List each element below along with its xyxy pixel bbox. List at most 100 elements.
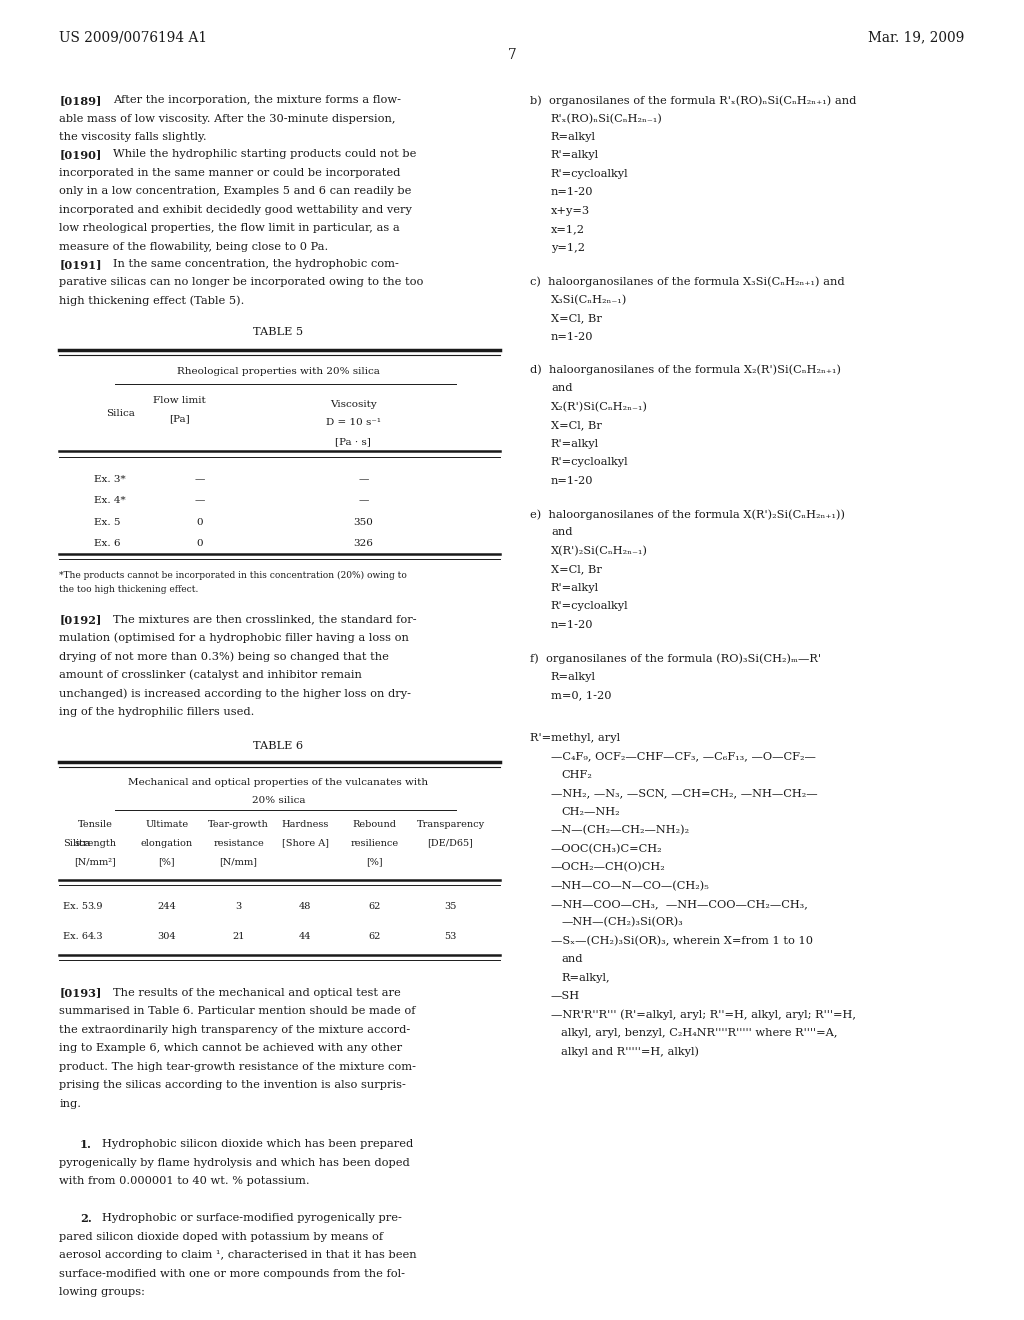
Text: 326: 326 [353, 539, 374, 548]
Text: Ex. 6: Ex. 6 [94, 539, 121, 548]
Text: the viscosity falls slightly.: the viscosity falls slightly. [59, 132, 207, 143]
Text: mulation (optimised for a hydrophobic filler having a loss on: mulation (optimised for a hydrophobic fi… [59, 632, 410, 643]
Text: —N—(CH₂—CH₂—NH₂)₂: —N—(CH₂—CH₂—NH₂)₂ [551, 825, 690, 836]
Text: —NH—CO—N—CO—(CH₂)₅: —NH—CO—N—CO—(CH₂)₅ [551, 880, 710, 891]
Text: summarised in Table 6. Particular mention should be made of: summarised in Table 6. Particular mentio… [59, 1006, 416, 1016]
Text: R'=methyl, aryl: R'=methyl, aryl [530, 733, 621, 743]
Text: After the incorporation, the mixture forms a flow-: After the incorporation, the mixture for… [113, 95, 400, 106]
Text: 20% silica: 20% silica [252, 796, 305, 805]
Text: Ultimate: Ultimate [145, 820, 188, 829]
Text: parative silicas can no longer be incorporated owing to the too: parative silicas can no longer be incorp… [59, 277, 424, 288]
Text: resilience: resilience [351, 838, 398, 847]
Text: high thickening effect (Table 5).: high thickening effect (Table 5). [59, 296, 245, 306]
Text: [DE/D65]: [DE/D65] [428, 838, 473, 847]
Text: ing.: ing. [59, 1098, 81, 1109]
Text: In the same concentration, the hydrophobic com-: In the same concentration, the hydrophob… [113, 259, 398, 269]
Text: low rheological properties, the flow limit in particular, as a: low rheological properties, the flow lim… [59, 223, 400, 234]
Text: ing to Example 6, which cannot be achieved with any other: ing to Example 6, which cannot be achiev… [59, 1043, 402, 1053]
Text: Rheological properties with 20% silica: Rheological properties with 20% silica [177, 367, 380, 376]
Text: X=Cl, Br: X=Cl, Br [551, 420, 602, 430]
Text: and: and [551, 383, 572, 393]
Text: Ex. 5: Ex. 5 [94, 517, 121, 527]
Text: R'=cycloalkyl: R'=cycloalkyl [551, 602, 629, 611]
Text: 62: 62 [369, 902, 381, 911]
Text: strength: strength [74, 838, 117, 847]
Text: X(R')₂Si(CₙH₂ₙ₋₁): X(R')₂Si(CₙH₂ₙ₋₁) [551, 546, 648, 556]
Text: The mixtures are then crosslinked, the standard for-: The mixtures are then crosslinked, the s… [113, 614, 417, 624]
Text: R'=alkyl: R'=alkyl [551, 583, 599, 593]
Text: Ex. 6: Ex. 6 [63, 932, 88, 941]
Text: [N/mm²]: [N/mm²] [75, 857, 116, 866]
Text: Tensile: Tensile [78, 820, 113, 829]
Text: product. The high tear-growth resistance of the mixture com-: product. The high tear-growth resistance… [59, 1061, 417, 1072]
Text: alkyl, aryl, benzyl, C₂H₄NR''''R''''' where R''''=A,: alkyl, aryl, benzyl, C₂H₄NR''''R''''' wh… [561, 1028, 838, 1039]
Text: X₃Si(CₙH₂ₙ₋₁): X₃Si(CₙH₂ₙ₋₁) [551, 294, 628, 305]
Text: f)  organosilanes of the formula (RO)₃Si(CH₂)ₘ—R': f) organosilanes of the formula (RO)₃Si(… [530, 653, 821, 664]
Text: TABLE 6: TABLE 6 [254, 741, 303, 751]
Text: —: — [195, 475, 205, 484]
Text: X₂(R')Si(CₙH₂ₙ₋₁): X₂(R')Si(CₙH₂ₙ₋₁) [551, 401, 648, 412]
Text: lowing groups:: lowing groups: [59, 1287, 145, 1298]
Text: R'=cycloalkyl: R'=cycloalkyl [551, 457, 629, 467]
Text: The results of the mechanical and optical test are: The results of the mechanical and optica… [113, 987, 400, 998]
Text: X=Cl, Br: X=Cl, Br [551, 313, 602, 323]
Text: Flow limit: Flow limit [153, 396, 206, 405]
Text: 62: 62 [369, 932, 381, 941]
Text: Mechanical and optical properties of the vulcanates with: Mechanical and optical properties of the… [128, 777, 429, 787]
Text: aerosol according to claim ¹, characterised in that it has been: aerosol according to claim ¹, characteri… [59, 1250, 417, 1261]
Text: [%]: [%] [159, 857, 175, 866]
Text: R=alkyl: R=alkyl [551, 672, 596, 681]
Text: Rebound: Rebound [353, 820, 396, 829]
Text: —Sₓ—(CH₂)₃Si(OR)₃, wherein X=from 1 to 10: —Sₓ—(CH₂)₃Si(OR)₃, wherein X=from 1 to 1… [551, 936, 813, 946]
Text: Silica: Silica [63, 838, 91, 847]
Text: e)  haloorganosilanes of the formula X(R')₂Si(CₙH₂ₙ₊₁)): e) haloorganosilanes of the formula X(R'… [530, 510, 846, 520]
Text: [Pa]: [Pa] [169, 414, 189, 424]
Text: [0189]: [0189] [59, 95, 101, 106]
Text: —: — [358, 496, 369, 506]
Text: R'ₓ(RO)ₙSi(CₙH₂ₙ₋₁): R'ₓ(RO)ₙSi(CₙH₂ₙ₋₁) [551, 114, 663, 124]
Text: the extraordinarily high transparency of the mixture accord-: the extraordinarily high transparency of… [59, 1024, 411, 1035]
Text: 244: 244 [158, 902, 176, 911]
Text: R'=alkyl: R'=alkyl [551, 438, 599, 449]
Text: x=1,2: x=1,2 [551, 224, 585, 235]
Text: [N/mm]: [N/mm] [219, 857, 258, 866]
Text: 4.3: 4.3 [87, 932, 103, 941]
Text: —NH₂, —N₃, —SCN, —CH=CH₂, —NH—CH₂—: —NH₂, —N₃, —SCN, —CH=CH₂, —NH—CH₂— [551, 788, 817, 799]
Text: amount of crosslinker (catalyst and inhibitor remain: amount of crosslinker (catalyst and inhi… [59, 669, 362, 680]
Text: n=1-20: n=1-20 [551, 620, 594, 630]
Text: 35: 35 [444, 902, 457, 911]
Text: CH₂—NH₂: CH₂—NH₂ [561, 807, 620, 817]
Text: n=1-20: n=1-20 [551, 187, 594, 198]
Text: [0190]: [0190] [59, 149, 101, 160]
Text: 2.: 2. [80, 1213, 91, 1224]
Text: and: and [561, 954, 583, 965]
Text: incorporated in the same manner or could be incorporated: incorporated in the same manner or could… [59, 168, 400, 178]
Text: d)  haloorganosilanes of the formula X₂(R')Si(CₙH₂ₙ₊₁): d) haloorganosilanes of the formula X₂(R… [530, 364, 842, 375]
Text: D = 10 s⁻¹: D = 10 s⁻¹ [326, 418, 381, 428]
Text: R'=alkyl: R'=alkyl [551, 150, 599, 161]
Text: 48: 48 [299, 902, 311, 911]
Text: 44: 44 [299, 932, 311, 941]
Text: Hydrophobic silicon dioxide which has been prepared: Hydrophobic silicon dioxide which has be… [102, 1139, 414, 1150]
Text: [Pa · s]: [Pa · s] [335, 437, 372, 446]
Text: incorporated and exhibit decidedly good wettability and very: incorporated and exhibit decidedly good … [59, 205, 413, 215]
Text: [0192]: [0192] [59, 614, 101, 626]
Text: Ex. 5: Ex. 5 [63, 902, 88, 911]
Text: pyrogenically by flame hydrolysis and which has been doped: pyrogenically by flame hydrolysis and wh… [59, 1158, 411, 1168]
Text: —C₄F₉, OCF₂—CHF—CF₃, —C₆F₁₃, —O—CF₂—: —C₄F₉, OCF₂—CHF—CF₃, —C₆F₁₃, —O—CF₂— [551, 751, 816, 762]
Text: drying of not more than 0.3%) being so changed that the: drying of not more than 0.3%) being so c… [59, 651, 389, 661]
Text: alkyl and R'''''=H, alkyl): alkyl and R'''''=H, alkyl) [561, 1047, 699, 1057]
Text: —: — [358, 475, 369, 484]
Text: unchanged) is increased according to the higher loss on dry-: unchanged) is increased according to the… [59, 688, 412, 698]
Text: Ex. 4*: Ex. 4* [94, 496, 126, 506]
Text: 3: 3 [236, 902, 242, 911]
Text: Hardness: Hardness [282, 820, 329, 829]
Text: m=0, 1-20: m=0, 1-20 [551, 690, 611, 700]
Text: the too high thickening effect.: the too high thickening effect. [59, 585, 199, 594]
Text: able mass of low viscosity. After the 30-minute dispersion,: able mass of low viscosity. After the 30… [59, 114, 396, 124]
Text: —NH—(CH₂)₃Si(OR)₃: —NH—(CH₂)₃Si(OR)₃ [561, 917, 683, 928]
Text: Ex. 3*: Ex. 3* [94, 475, 126, 484]
Text: *The products cannot be incorporated in this concentration (20%) owing to: *The products cannot be incorporated in … [59, 570, 408, 579]
Text: —NH—COO—CH₃,  —NH—COO—CH₂—CH₃,: —NH—COO—CH₃, —NH—COO—CH₂—CH₃, [551, 899, 808, 909]
Text: Mar. 19, 2009: Mar. 19, 2009 [868, 30, 965, 45]
